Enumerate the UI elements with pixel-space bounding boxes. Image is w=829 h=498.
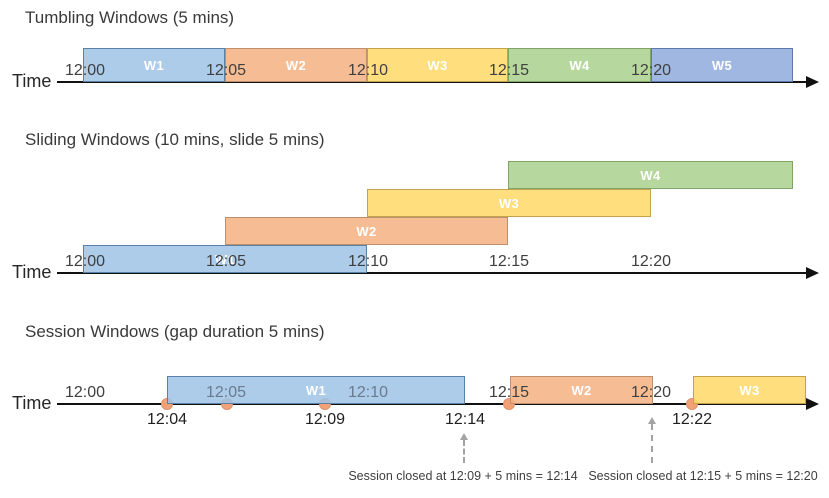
window-label: W1 bbox=[305, 382, 327, 398]
window-box-sliding-w3: W3 bbox=[367, 189, 651, 217]
window-label: W2 bbox=[571, 382, 592, 398]
window-box-session-w1: W1 bbox=[167, 376, 465, 404]
event-time-label: 12:14 bbox=[444, 411, 486, 428]
event-time-label: 12:04 bbox=[146, 411, 188, 428]
window-box-sliding-w1: W1 bbox=[83, 245, 367, 273]
tick-label: 12:10 bbox=[347, 384, 389, 401]
tick-label: 12:20 bbox=[630, 384, 672, 401]
window-label: W2 bbox=[285, 57, 307, 73]
window-box-tumbling-w5: W5 bbox=[651, 48, 793, 82]
section-title-tumbling: Tumbling Windows (5 mins) bbox=[25, 8, 235, 27]
window-label: W5 bbox=[711, 57, 733, 73]
tick-label: 12:05 bbox=[205, 253, 247, 270]
tick-label: 12:00 bbox=[64, 62, 106, 79]
tick-label: 12:15 bbox=[488, 253, 530, 270]
event-time-label: 12:09 bbox=[304, 411, 346, 428]
tick-label: 12:10 bbox=[347, 62, 389, 79]
time-axis-label: Time bbox=[12, 393, 52, 413]
window-label: W1 bbox=[143, 57, 165, 73]
tick-label: 12:05 bbox=[205, 384, 247, 401]
window-label: W4 bbox=[640, 167, 661, 183]
session-closed-annotation: Session closed at 12:09 + 5 mins = 12:14 bbox=[348, 469, 578, 483]
window-box-session-w2: W2 bbox=[510, 376, 653, 404]
tick-label: 12:15 bbox=[488, 62, 530, 79]
tick-label: 12:20 bbox=[630, 253, 672, 270]
time-axis-line bbox=[57, 403, 806, 405]
window-box-tumbling-w2: W2 bbox=[225, 48, 367, 82]
session-closed-annotation: Session closed at 12:15 + 5 mins = 12:20 bbox=[588, 469, 818, 483]
window-label: W3 bbox=[739, 382, 760, 398]
time-axis-label: Time bbox=[12, 262, 52, 282]
window-label: W3 bbox=[498, 195, 520, 211]
section-title-sliding: Sliding Windows (10 mins, slide 5 mins) bbox=[25, 130, 325, 149]
dashed-arrow-line bbox=[463, 440, 465, 463]
time-axis-line bbox=[57, 81, 806, 83]
time-axis-label: Time bbox=[12, 71, 52, 91]
section-title-session: Session Windows (gap duration 5 mins) bbox=[25, 322, 325, 341]
tick-label: 12:00 bbox=[64, 253, 106, 270]
window-box-sliding-w4: W4 bbox=[508, 161, 793, 189]
dashed-up-arrowhead-icon bbox=[648, 417, 656, 424]
window-box-session-w3: W3 bbox=[693, 376, 806, 404]
window-label: W1 bbox=[214, 251, 236, 267]
tick-label: 12:20 bbox=[630, 62, 672, 79]
dashed-arrow-line bbox=[651, 424, 653, 463]
time-axis-arrowhead-icon bbox=[806, 76, 819, 88]
tick-label: 12:10 bbox=[347, 253, 389, 270]
window-box-tumbling-w3: W3 bbox=[367, 48, 508, 82]
dashed-up-arrowhead-icon bbox=[460, 433, 468, 440]
event-time-label: 12:22 bbox=[671, 411, 713, 428]
time-axis-arrowhead-icon bbox=[806, 267, 819, 279]
window-label: W3 bbox=[427, 57, 448, 73]
tick-label: 12:05 bbox=[205, 62, 247, 79]
window-label: W2 bbox=[356, 223, 377, 239]
time-axis-line bbox=[57, 272, 806, 274]
window-box-sliding-w2: W2 bbox=[225, 217, 508, 245]
tick-label: 12:15 bbox=[488, 384, 530, 401]
time-axis-arrowhead-icon bbox=[806, 398, 819, 410]
window-box-tumbling-w4: W4 bbox=[508, 48, 651, 82]
window-box-tumbling-w1: W1 bbox=[83, 48, 225, 82]
tick-label: 12:00 bbox=[64, 384, 106, 401]
window-label: W4 bbox=[569, 57, 590, 73]
